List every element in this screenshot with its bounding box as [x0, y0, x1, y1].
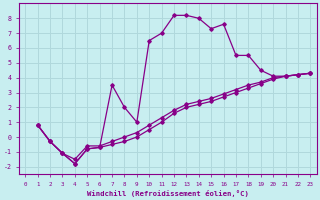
X-axis label: Windchill (Refroidissement éolien,°C): Windchill (Refroidissement éolien,°C) — [87, 190, 249, 197]
